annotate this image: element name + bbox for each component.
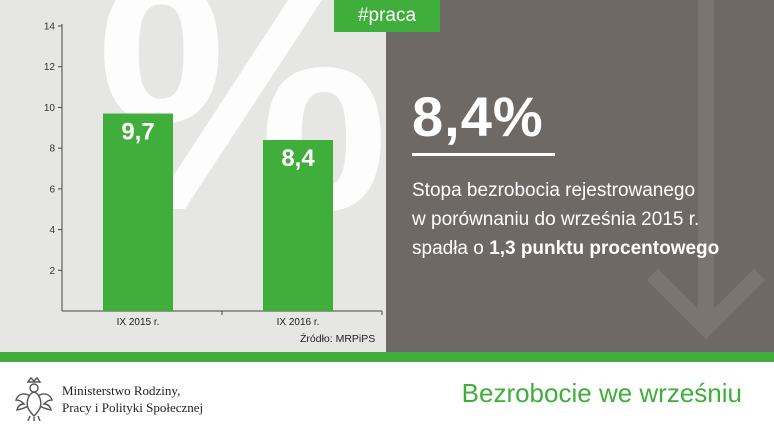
description-line-2: w porównaniu do września 2015 r. <box>412 209 700 230</box>
headline-underline <box>412 153 555 156</box>
ministry-name: Ministerstwo Rodziny, Pracy i Polityki S… <box>62 382 203 416</box>
green-divider <box>0 352 774 362</box>
y-tick-label: 8 <box>49 144 55 155</box>
bar <box>263 140 333 311</box>
source-note: Źródło: MRPiPS <box>300 333 376 345</box>
bar-value-label: 9,7 <box>121 119 154 146</box>
footer: Ministerstwo Rodziny, Pracy i Polityki S… <box>0 362 774 434</box>
eagle-emblem-icon <box>15 376 53 422</box>
x-tick-label: IX 2015 r. <box>117 317 160 328</box>
headline-panel <box>386 0 774 352</box>
description-line-3: spadła o 1,3 punktu procentowego <box>412 234 768 263</box>
headline-value: 8,4% <box>412 85 544 148</box>
bar-value-label: 8,4 <box>281 145 315 172</box>
y-tick-label: 10 <box>44 103 56 114</box>
arrow-down-icon <box>646 0 766 340</box>
hashtag-badge[interactable]: #praca <box>334 0 440 32</box>
description-highlight: 1,3 punktu procentowego <box>489 238 720 259</box>
footer-title: Bezrobocie we wrześniu <box>461 378 742 408</box>
y-tick-label: 6 <box>49 184 55 195</box>
y-tick-label: 4 <box>49 225 55 236</box>
bar-chart: 2 4 6 8 10 12 14 9,7 IX 2015 r. 8,4 IX 2016 r. <box>44 22 383 328</box>
y-tick-label: 14 <box>44 22 56 33</box>
ministry-line-2: Pracy i Polityki Społecznej <box>62 400 204 415</box>
description-line-1: Stopa bezrobocia rejestrowanego <box>412 180 696 201</box>
headline-description: Stopa bezrobocia rejestrowanego w porówn… <box>412 176 768 263</box>
bar <box>103 113 173 312</box>
y-tick-label: 2 <box>49 266 55 277</box>
description-line-3-prefix: spadła o <box>412 238 490 259</box>
ministry-line-1: Ministerstwo Rodziny, <box>62 383 181 398</box>
y-tick-label: 12 <box>44 62 56 73</box>
x-tick-label: IX 2016 r. <box>277 317 320 328</box>
